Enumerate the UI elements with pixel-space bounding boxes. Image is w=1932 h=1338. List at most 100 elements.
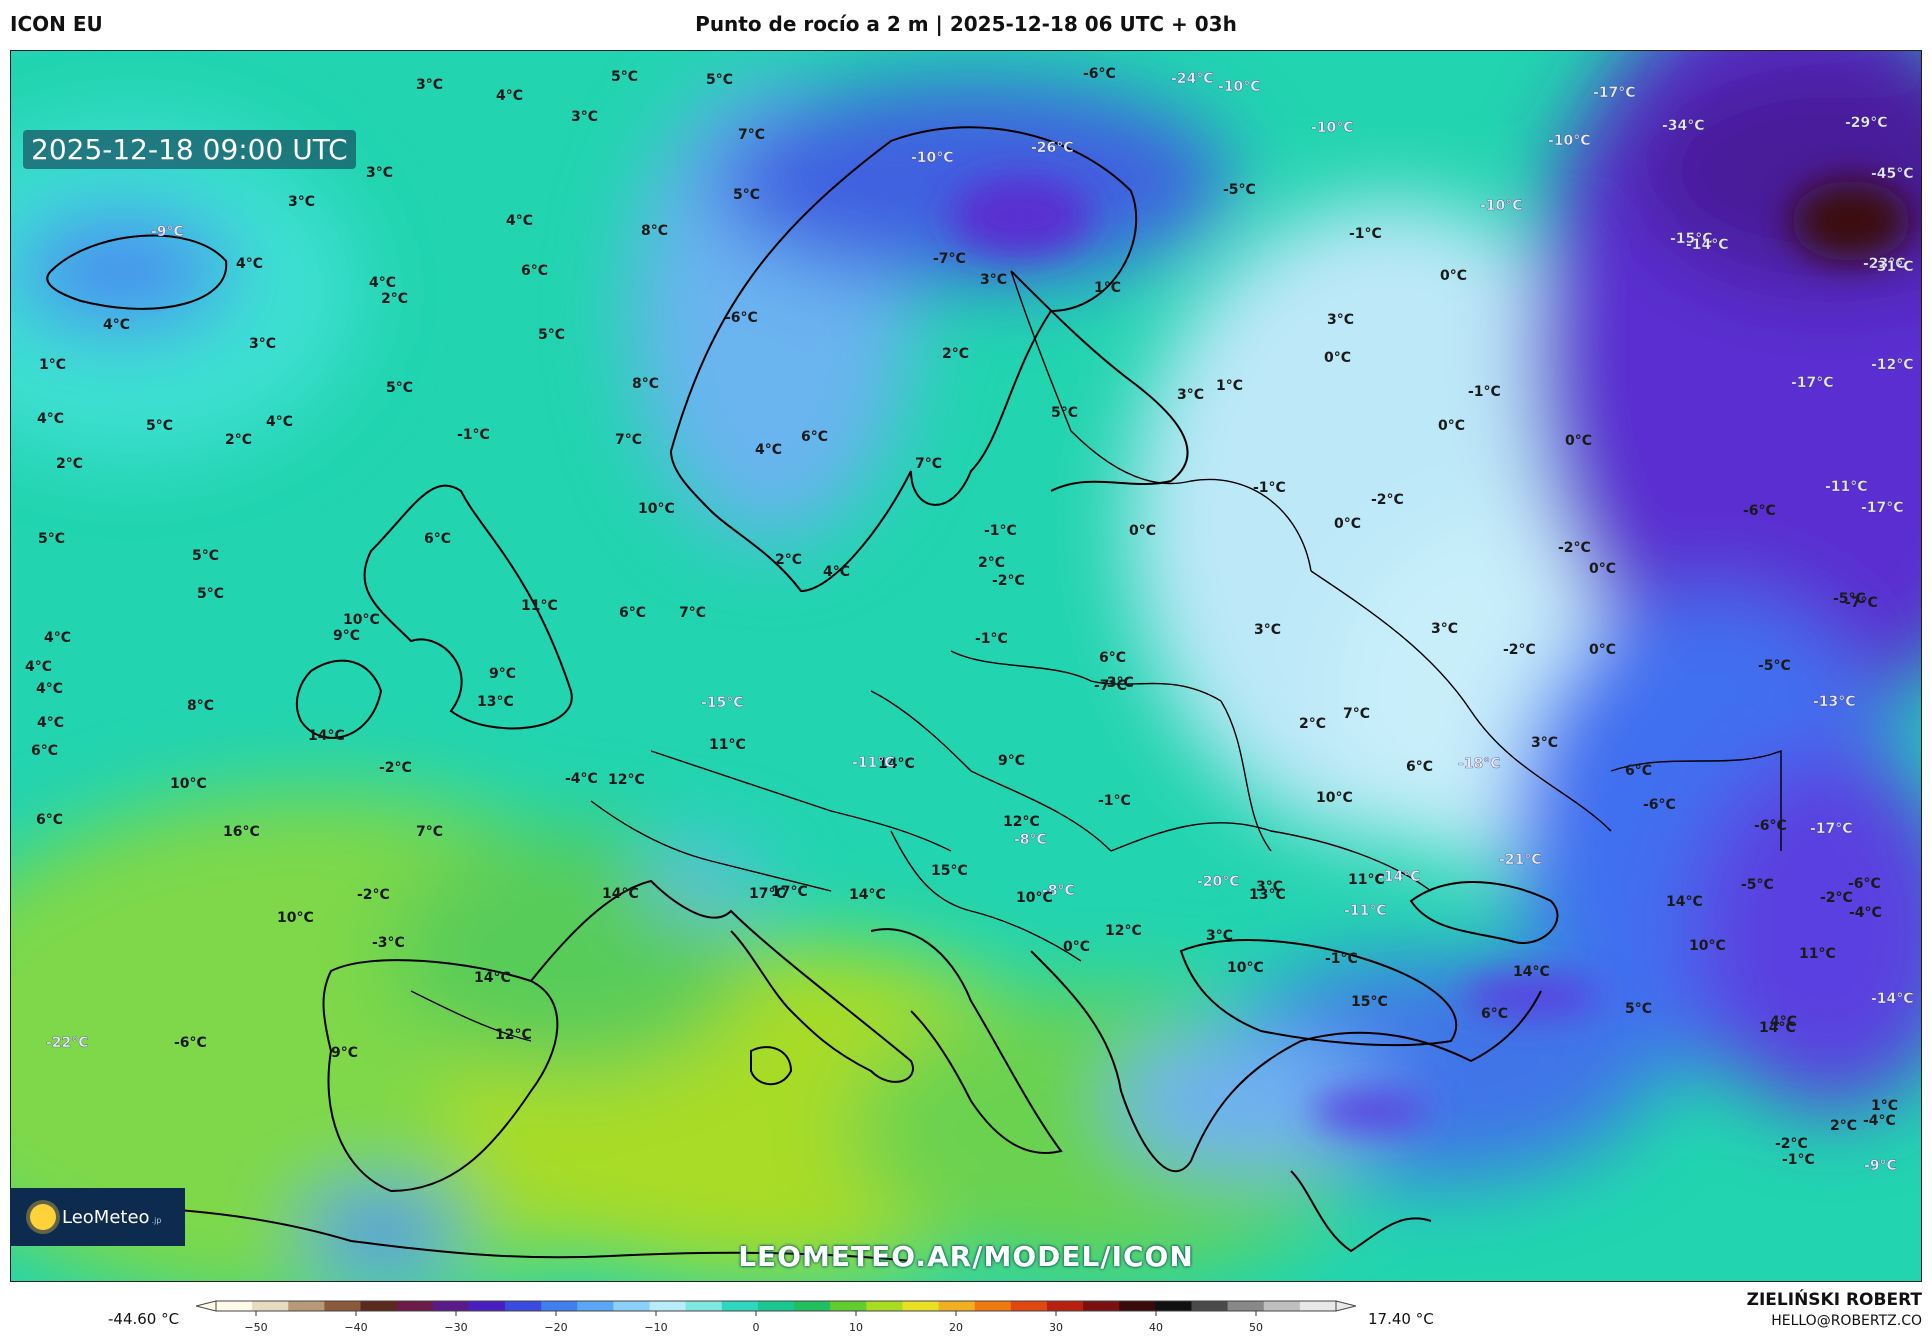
colorbar-swatch — [1227, 1301, 1265, 1311]
temperature-labels: 3°C4°C5°C 5°C3°C7°C-6°C -24°C -10°C -17°C-34… — [25, 66, 1914, 1174]
temperature-label: 2°C — [775, 552, 802, 568]
temperature-label: -29°C — [1845, 115, 1888, 131]
temperature-label: -7°C — [933, 251, 966, 267]
map-panel[interactable]: 3°C 4°C 5°C 5°C 3°C 7°C -6°C -24°C -10°C -17°C -34… — [10, 50, 1922, 1282]
temperature-label: -1°C — [1253, 480, 1286, 496]
temperature-label: -5°C — [1741, 877, 1774, 893]
temperature-label: 3°C — [1327, 312, 1354, 328]
temperature-label: -9°C — [1864, 1158, 1897, 1174]
coastlines — [20, 126, 1559, 1262]
temperature-label: 4°C — [506, 213, 533, 229]
temperature-label: 1°C — [1871, 1098, 1898, 1114]
temperature-label: -2°C — [1371, 492, 1404, 508]
temperature-label: 5°C — [386, 380, 413, 396]
leometeo-logo[interactable]: LeoMeteo .jp — [10, 1188, 185, 1246]
temperature-label: 12°C — [1003, 814, 1040, 830]
temperature-label: -23°C — [1863, 256, 1906, 272]
temperature-label: 6°C — [36, 812, 63, 828]
colorbar-swatch — [216, 1301, 253, 1311]
temperature-label: -10°C — [1548, 133, 1591, 149]
temperature-label: 7°C — [915, 456, 942, 472]
temperature-label: -6°C — [1743, 503, 1776, 519]
temperature-label: 12°C — [1105, 923, 1142, 939]
temperature-label: -4°C — [1863, 1113, 1896, 1129]
temperature-label: -10°C — [1311, 120, 1354, 136]
temperature-label: 3°C — [288, 194, 315, 210]
temperature-label: 4°C — [37, 715, 64, 731]
temperature-label: 6°C — [801, 429, 828, 445]
temperature-label: 3°C — [1256, 879, 1283, 895]
temperature-label: -1°C — [1468, 384, 1501, 400]
watermark: LEOMETEO.AR/MODEL/ICON — [738, 1240, 1194, 1273]
temperature-label: 3°C — [366, 165, 393, 181]
colorbar-tick-label: −40 — [344, 1321, 367, 1334]
temperature-label: 14°C — [1759, 1020, 1796, 1036]
map-title: Punto de rocío a 2 m | 2025-12-18 06 UTC… — [695, 12, 1237, 36]
temperature-label: 7°C — [679, 605, 706, 621]
temperature-label: 10°C — [343, 612, 380, 628]
temperature-label: -18°C — [1458, 756, 1501, 772]
temperature-label: 10°C — [1316, 790, 1353, 806]
temperature-label: 5°C — [733, 187, 760, 203]
temperature-label: -24°C — [1171, 71, 1214, 87]
temperature-label: 4°C — [369, 275, 396, 291]
colorbar-swatch — [468, 1301, 506, 1311]
temperature-label: 0°C — [1440, 268, 1467, 284]
colorbar-swatch — [577, 1301, 614, 1311]
colorbar-tick-label: 20 — [949, 1321, 963, 1334]
temperature-label: 4°C — [496, 88, 523, 104]
temperature-label: 9°C — [998, 753, 1025, 769]
temperature-label: -14°C — [1871, 991, 1914, 1007]
temperature-label: 14°C — [849, 887, 886, 903]
temperature-label: -6°C — [174, 1035, 207, 1051]
temperature-label: 2°C — [978, 555, 1005, 571]
temperature-label: 2°C — [56, 456, 83, 472]
colorbar-swatch — [1191, 1301, 1229, 1311]
temperature-label: 2°C — [1299, 716, 1326, 732]
temperature-label: 5°C — [1625, 1001, 1652, 1017]
temperature-label: -15°C — [1670, 231, 1713, 247]
colorbar-swatch — [1010, 1301, 1048, 1311]
colorbar-swatch — [1299, 1301, 1337, 1311]
temperature-label: 14°C — [474, 970, 511, 986]
temperature-label: -17°C — [1593, 85, 1636, 101]
colorbar-swatch — [866, 1301, 903, 1311]
temperature-label: 4°C — [25, 659, 52, 675]
temperature-label: -15°C — [701, 695, 744, 711]
temperature-label: -1°C — [984, 523, 1017, 539]
colorbar-swatch — [794, 1301, 831, 1311]
temperature-label: 8°C — [641, 223, 668, 239]
colorbar-left-arrow — [196, 1300, 217, 1312]
colorbar-swatch — [541, 1301, 578, 1311]
temperature-label: 1°C — [1216, 378, 1243, 394]
temperature-label: 6°C — [1406, 759, 1433, 775]
temperature-label: 9°C — [333, 628, 360, 644]
temperature-label: 9°C — [489, 666, 516, 682]
temperature-label: 2°C — [381, 291, 408, 307]
temperature-label: -11°C — [1825, 479, 1868, 495]
temperature-label: 0°C — [1589, 561, 1616, 577]
temperature-label: -6°C — [1848, 876, 1881, 892]
colorbar-swatch — [324, 1301, 362, 1311]
temperature-label: -21°C — [1499, 852, 1542, 868]
temperature-label: -45°C — [1871, 166, 1914, 182]
temperature-label: 16°C — [223, 824, 260, 840]
temperature-label: 17°C — [749, 886, 786, 902]
colorbar-swatch — [252, 1301, 289, 1311]
temperature-label: 15°C — [1351, 994, 1388, 1010]
colorbar-right-arrow — [1335, 1300, 1356, 1312]
colorbar-swatch — [288, 1301, 325, 1311]
temperature-label: 4°C — [44, 630, 71, 646]
temperature-label: 2°C — [1830, 1118, 1857, 1134]
temperature-label: -4°C — [1849, 905, 1882, 921]
temperature-label: 6°C — [619, 605, 646, 621]
temperature-label: 13°C — [477, 694, 514, 710]
temperature-label: 6°C — [31, 743, 58, 759]
temperature-label: -14°C — [1686, 237, 1729, 253]
colorbar-tick-label: −20 — [544, 1321, 567, 1334]
temperature-label: 14°C — [878, 756, 915, 772]
temperature-label: -7°C — [1094, 678, 1127, 694]
colorbar-max-label: 17.40 °C — [1368, 1310, 1434, 1328]
colorbar-swatch — [396, 1301, 434, 1311]
temperature-label: -10°C — [1480, 198, 1523, 214]
